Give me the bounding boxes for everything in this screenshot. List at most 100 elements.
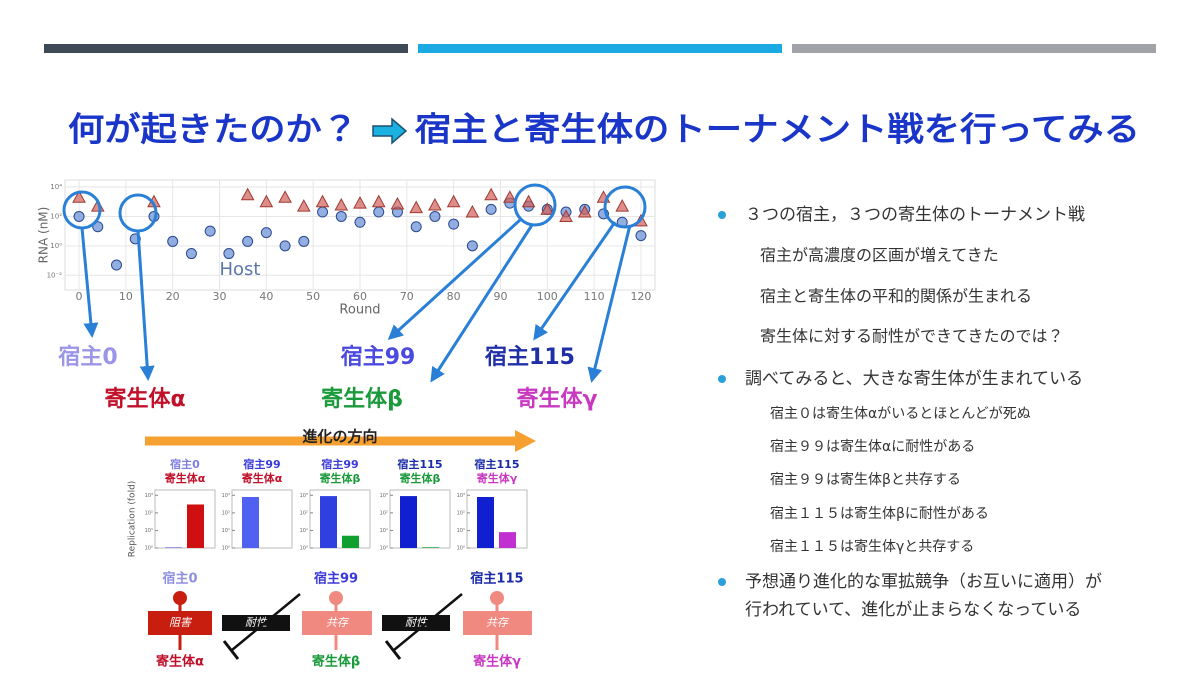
marker [615, 199, 630, 212]
bullet-text: 宿主と寄生体の平和的関係が生まれる [760, 287, 1032, 306]
marker [335, 210, 347, 222]
marker [242, 235, 254, 247]
direction-label: 進化の方向 [302, 428, 377, 446]
chart-title: 寄生体β [400, 471, 441, 485]
plot-area [466, 489, 528, 549]
x-tick-label: 10 [119, 290, 133, 303]
title-arrow [372, 117, 408, 145]
marker [259, 194, 274, 208]
chart-title: 宿主115 [474, 457, 520, 471]
arrow [387, 218, 522, 341]
marker [465, 204, 480, 218]
y-tick-label: 10² [50, 212, 62, 220]
marker [371, 194, 386, 208]
bar [320, 496, 337, 548]
inhibition-line [393, 593, 463, 651]
marker [429, 210, 441, 222]
bullet-dot [718, 578, 726, 586]
x-tick-label: 60 [353, 290, 367, 303]
bar [342, 535, 359, 548]
y-tick-label: 10⁰ [222, 546, 230, 552]
marker [260, 227, 272, 239]
top-bar [44, 44, 408, 53]
interaction-box [463, 611, 532, 635]
marker [502, 190, 517, 203]
bullet-text: 宿主１１５は寄生体γと共存する [770, 539, 974, 555]
top-bar [792, 44, 1156, 53]
chart-title: 寄生体α [242, 471, 283, 485]
x-tick-label: 120 [630, 290, 651, 303]
x-tick-label: 70 [400, 290, 414, 303]
bullet-text: 宿主が高濃度の区画が増えてきた [760, 246, 999, 265]
plot-area [154, 489, 216, 549]
marker [577, 204, 592, 218]
arrow [587, 224, 632, 383]
chart-title: 宿主99 [320, 457, 358, 471]
x-tick-label: 90 [493, 290, 507, 303]
host-label: 宿主0 [161, 571, 197, 587]
y-tick-label: 10¹ [300, 528, 308, 534]
y-tick-label: 10³ [145, 493, 153, 499]
bar [165, 547, 182, 548]
marker [540, 202, 555, 215]
series-label: Host [220, 259, 261, 280]
chart-title: 寄生体γ [477, 471, 518, 485]
inhibition-bar [222, 640, 240, 660]
marker [409, 200, 424, 214]
x-axis-label: Round [339, 303, 380, 318]
y-tick-label: 10² [222, 510, 230, 516]
bullet-text: 予想通り進化的な軍拡競争（お互いに適用）が [745, 572, 1102, 592]
y-tick-label: 10² [457, 510, 465, 516]
plot-area [389, 489, 451, 549]
y-tick-label: 10³ [222, 493, 230, 499]
marker [298, 235, 310, 247]
y-tick-label: 10⁰ [457, 546, 465, 552]
parasite-label: 寄生体β [321, 387, 403, 412]
marker [559, 209, 573, 222]
marker [635, 230, 647, 242]
host-label: 宿主0 [57, 345, 117, 370]
bullet-text: 調べてみると、大きな寄生体が生まれている [745, 369, 1083, 389]
y-tick-label: 10² [380, 510, 388, 516]
interaction-box [302, 611, 372, 635]
y-tick-label: 10¹ [222, 528, 230, 534]
x-tick-label: 0 [76, 290, 83, 303]
chart-title: 寄生体α [165, 471, 206, 485]
marker [167, 235, 179, 247]
y-tick-label: 10⁰ [145, 546, 153, 552]
host-label: 宿主99 [313, 571, 358, 587]
marker [410, 221, 422, 233]
plot-area [309, 489, 371, 549]
marker [485, 203, 497, 215]
y-tick-label: 10³ [300, 493, 308, 499]
parasite-label: 寄生体β [312, 654, 360, 670]
arrow [430, 224, 534, 383]
y-tick-label: 10³ [380, 493, 388, 499]
y-tick-label: 10⁰ [50, 242, 62, 250]
y-axis-label: Replication (fold) [128, 481, 138, 558]
marker [317, 206, 329, 218]
y-tick-label: 10¹ [145, 528, 153, 534]
x-tick-label: 20 [166, 290, 180, 303]
marker [278, 190, 292, 203]
bar [499, 532, 516, 548]
parasite-label: 寄生体γ [473, 654, 521, 670]
x-tick-label: 80 [447, 290, 461, 303]
marker [428, 197, 442, 211]
parasite-label: 寄生体α [156, 654, 204, 670]
x-tick-label: 30 [213, 290, 227, 303]
y-tick-label: 10³ [457, 493, 465, 499]
parasite-label: 寄生体γ [517, 387, 598, 412]
bar [400, 496, 417, 548]
inhibition-bar [384, 640, 402, 660]
marker [185, 248, 197, 260]
interaction-box [222, 615, 290, 631]
chart-title: 宿主99 [242, 457, 280, 471]
highlight-circle [513, 183, 557, 227]
y-tick-label: 10² [145, 510, 153, 516]
top-bar [418, 44, 782, 53]
bullet-text: 宿主９９は寄生体αに耐性がある [770, 439, 975, 455]
host-label: 宿主115 [469, 571, 523, 587]
